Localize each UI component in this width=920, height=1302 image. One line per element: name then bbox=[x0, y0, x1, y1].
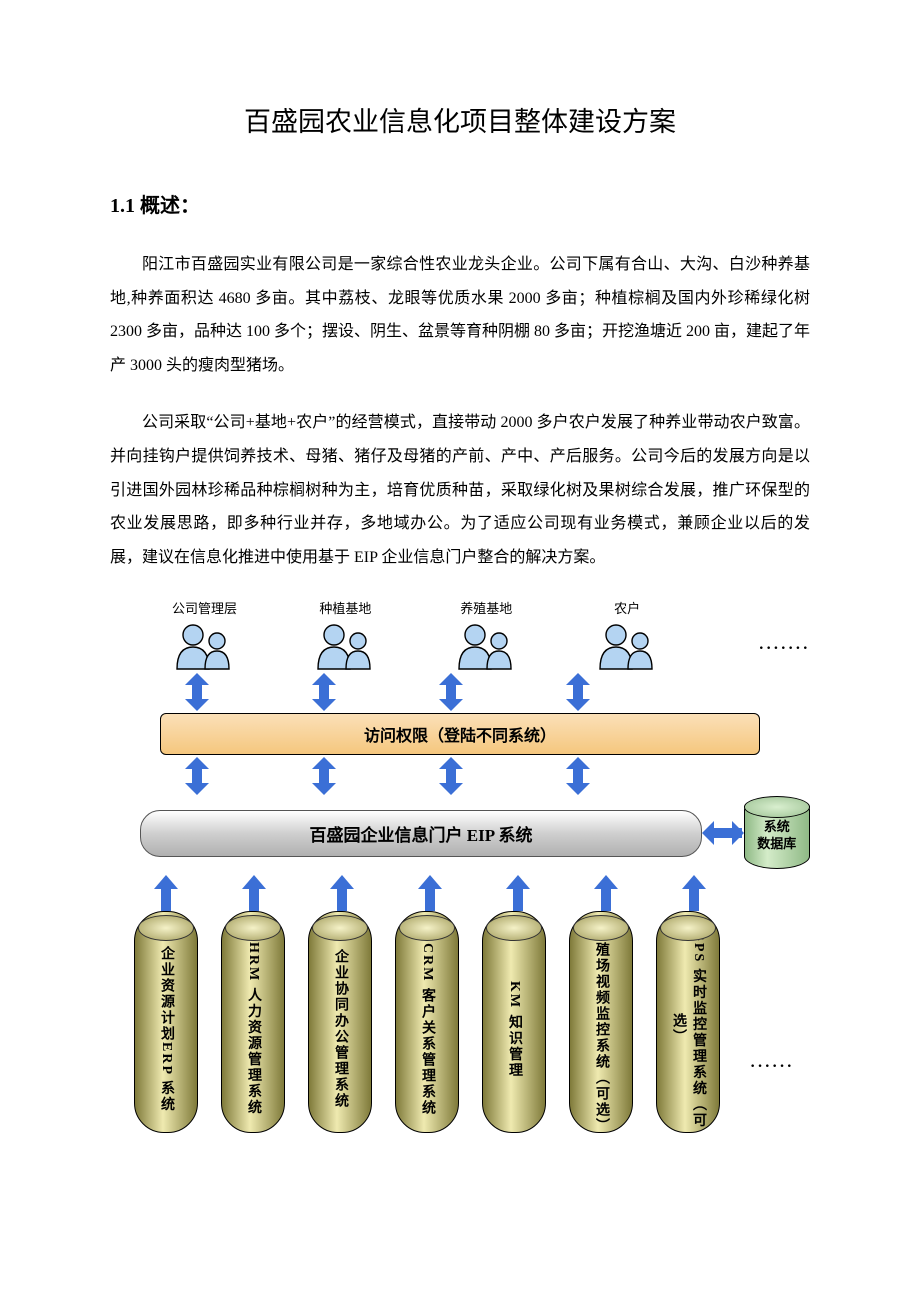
arrow-bidirectional-icon bbox=[312, 759, 336, 793]
subsystem-label: KM 知识管理 bbox=[504, 981, 524, 1079]
arrow-bidirectional-icon bbox=[704, 821, 742, 845]
user-group: 公司管理层 bbox=[165, 598, 244, 671]
arrow-up-icon bbox=[506, 877, 530, 911]
subsystem: HRM 人力资源管理系统 bbox=[222, 911, 284, 1133]
subsystem: KM 知识管理 bbox=[483, 911, 545, 1133]
subsystem: 养殖场视频监控系统（可选） bbox=[570, 911, 632, 1133]
arrow-up-icon bbox=[330, 877, 354, 911]
users-row: 公司管理层 种植基地 养殖基地 农户 bbox=[110, 598, 810, 671]
subsystem: 企业资源计划ERP 系统 bbox=[135, 911, 197, 1133]
subsystem-label: 企业协同办公管理系统 bbox=[330, 949, 350, 1109]
subsystem-label: HRM 人力资源管理系统 bbox=[243, 942, 263, 1116]
arrow-up-icon bbox=[682, 877, 706, 911]
arrow-up-icon bbox=[242, 877, 266, 911]
arrow-bidirectional-icon bbox=[439, 675, 463, 709]
paragraph-2: 公司采取“公司+基地+农户”的经营模式，直接带动 2000 多户农户发展了种养业… bbox=[110, 406, 810, 574]
arrow-bidirectional-icon bbox=[312, 675, 336, 709]
arrows-access-eip bbox=[110, 759, 810, 793]
arrows-users-access bbox=[110, 675, 810, 709]
subsystem: GPS 实时监控管理系统（可选） bbox=[657, 911, 719, 1133]
section-heading: 1.1 概述： bbox=[110, 189, 810, 218]
arrow-bidirectional-icon bbox=[185, 675, 209, 709]
arrow-bidirectional-icon bbox=[185, 759, 209, 793]
user-group: 养殖基地 bbox=[447, 598, 526, 671]
arrow-bidirectional-icon bbox=[566, 675, 590, 709]
eip-portal-bar: 百盛园企业信息门户 EIP 系统 bbox=[140, 810, 702, 857]
arrows-subs-eip bbox=[110, 877, 810, 911]
user-group: 种植基地 bbox=[306, 598, 385, 671]
ellipsis: ······ bbox=[750, 1058, 794, 1076]
architecture-diagram: 公司管理层 种植基地 养殖基地 农户 bbox=[110, 598, 810, 1133]
access-permission-bar: 访问权限（登陆不同系统） bbox=[160, 713, 760, 755]
user-label: 农户 bbox=[614, 598, 640, 617]
page-title: 百盛园农业信息化项目整体建设方案 bbox=[110, 100, 810, 139]
arrow-up-icon bbox=[154, 877, 178, 911]
database-icon: 系统数据库 bbox=[744, 797, 810, 869]
users-icon bbox=[312, 623, 378, 671]
subsystem-label: GPS 实时监控管理系统（可选） bbox=[668, 926, 708, 1132]
subsystem: CRM 客户关系管理系统 bbox=[396, 911, 458, 1133]
database-label: 系统数据库 bbox=[744, 819, 810, 853]
users-icon bbox=[594, 623, 660, 671]
subsystem-label: CRM 客户关系管理系统 bbox=[417, 943, 437, 1116]
arrow-bidirectional-icon bbox=[439, 759, 463, 793]
subsystem-label: 企业资源计划ERP 系统 bbox=[156, 946, 176, 1113]
users-icon bbox=[171, 623, 237, 671]
users-icon bbox=[453, 623, 519, 671]
eip-row: 百盛园企业信息门户 EIP 系统 系统数据库 bbox=[110, 797, 810, 869]
user-group: 农户 bbox=[588, 598, 667, 671]
subsystem-label: 养殖场视频监控系统（可选） bbox=[591, 926, 611, 1132]
user-label: 种植基地 bbox=[319, 598, 371, 617]
user-label: 公司管理层 bbox=[172, 598, 237, 617]
subsystems-row: 企业资源计划ERP 系统 HRM 人力资源管理系统 企业协同办公管理系统 CRM… bbox=[110, 911, 810, 1133]
paragraph-1: 阳江市百盛园实业有限公司是一家综合性农业龙头企业。公司下属有合山、大沟、白沙种养… bbox=[110, 248, 810, 382]
arrow-up-icon bbox=[594, 877, 618, 911]
user-label: 养殖基地 bbox=[460, 598, 512, 617]
arrow-up-icon bbox=[418, 877, 442, 911]
ellipsis: ······· bbox=[759, 640, 810, 658]
subsystem: 企业协同办公管理系统 bbox=[309, 911, 371, 1133]
arrow-bidirectional-icon bbox=[566, 759, 590, 793]
